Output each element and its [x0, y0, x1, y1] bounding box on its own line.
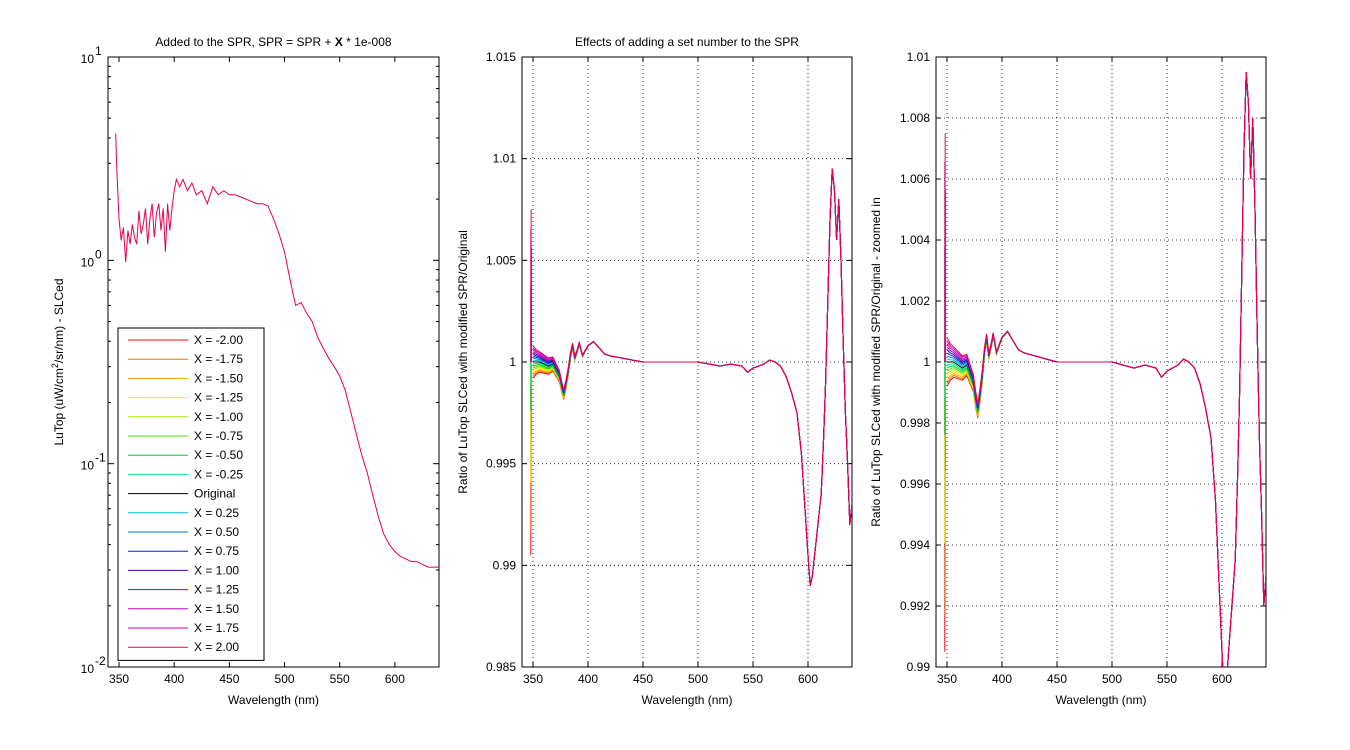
- legend-entry-label: X = 1.50: [194, 602, 239, 616]
- y-tick-label: 1.005: [486, 253, 516, 267]
- legend-entry-label: X = -2.00: [194, 333, 243, 347]
- y-tick-label: 0.992: [900, 599, 930, 613]
- legend-entry-label: X = -1.75: [194, 352, 243, 366]
- x-tick-label: 600: [385, 672, 405, 686]
- y-tick-label: 1: [509, 355, 516, 369]
- x-tick-label: 450: [219, 672, 239, 686]
- y-axis-label: Ratio of LuTop SLCed with modified SPR/O…: [869, 197, 883, 527]
- y-tick-label: 1.002: [900, 294, 930, 308]
- legend-entry-label: X = 2.00: [194, 640, 239, 654]
- x-tick-label: 550: [1157, 672, 1177, 686]
- y-tick-label: 0.99: [493, 558, 517, 572]
- y-tick-label: 1.008: [900, 111, 930, 125]
- x-axis-label: Wavelength (nm): [642, 693, 733, 707]
- y-tick-label: 1.006: [900, 172, 930, 186]
- x-tick-label: 550: [743, 672, 763, 686]
- legend: [117, 327, 265, 661]
- legend-entry-label: X = 1.25: [194, 583, 239, 597]
- x-tick-label: 400: [164, 672, 184, 686]
- x-tick-label: 350: [937, 672, 957, 686]
- plot-title: Effects of adding a set number to the SP…: [575, 35, 799, 49]
- x-tick-label: 350: [523, 672, 543, 686]
- y-tick-label: 1.004: [900, 233, 930, 247]
- x-tick-label: 450: [1047, 672, 1067, 686]
- y-tick-label: 1.015: [486, 50, 516, 64]
- y-tick-label: 0.994: [900, 538, 930, 552]
- series-line: [946, 72, 1266, 667]
- y-axis-label: LuTop (uW/cm2/sr/nm) - SLCed: [50, 278, 66, 445]
- legend-entry-label: X = 1.75: [194, 621, 239, 635]
- legend-entry-label: X = -0.50: [194, 448, 243, 462]
- legend-entry-label: X = 0.50: [194, 525, 239, 539]
- y-tick-label: 0.998: [900, 416, 930, 430]
- y-tick-label: 10: [81, 52, 95, 66]
- series-line: [115, 133, 439, 568]
- x-tick-label: 350: [109, 672, 129, 686]
- legend-entry-label: X = -0.25: [194, 467, 243, 481]
- x-axis-label: Wavelength (nm): [228, 693, 319, 707]
- x-tick-label: 500: [275, 672, 295, 686]
- series-group: [944, 72, 1266, 667]
- panel-ratio-zoomed: 0.99 0.992 0.994 0.996 0.998 1 1.002 1.004 1.006…: [869, 50, 1267, 707]
- y-tick-label: 10: [81, 662, 95, 676]
- y-tick-label: 1: [923, 355, 930, 369]
- y-tick-label: 1.01: [907, 50, 931, 64]
- y-tick-label: 1.01: [493, 152, 517, 166]
- y-tick-exponent: 0: [95, 247, 102, 261]
- y-tick-label: 0.99: [907, 660, 931, 674]
- y-tick-label: 0.996: [900, 477, 930, 491]
- y-tick-exponent: -1: [95, 451, 106, 465]
- y-axis-label: Ratio of LuTop SLCed with modified SPR/O…: [456, 230, 470, 493]
- x-tick-label: 400: [578, 672, 598, 686]
- x-tick-label: 400: [992, 672, 1012, 686]
- x-tick-label: 450: [633, 672, 653, 686]
- y-tick-label: 0.985: [486, 660, 516, 674]
- y-tick-label: 10: [81, 459, 95, 473]
- x-tick-label: 500: [1102, 672, 1122, 686]
- legend-entry-label: Original: [194, 487, 235, 501]
- x-tick-label: 600: [1212, 672, 1232, 686]
- x-tick-label: 600: [798, 672, 818, 686]
- legend-entry-label: X = 1.00: [194, 563, 239, 577]
- legend-entry-label: X = -1.50: [194, 371, 243, 385]
- x-tick-label: 500: [688, 672, 708, 686]
- y-tick-exponent: 1: [95, 44, 102, 58]
- series-line: [532, 168, 852, 586]
- panel-ratio: 0.985 0.99 0.995 1 1.005 1.01 1.015 350 400 450 50…: [456, 35, 853, 707]
- y-tick-exponent: -2: [95, 654, 106, 668]
- legend-entry-label: X = -1.00: [194, 410, 243, 424]
- x-tick-label: 550: [330, 672, 350, 686]
- plot-title: Added to the SPR, SPR = SPR + X * 1e-008: [155, 35, 391, 49]
- legend-entry-label: X = 0.75: [194, 544, 239, 558]
- y-tick-label: 10: [81, 255, 95, 269]
- legend-entry-label: X = -0.75: [194, 429, 243, 443]
- legend-entry-label: X = -1.25: [194, 391, 243, 405]
- series-group: [530, 168, 852, 586]
- y-tick-label: 0.995: [486, 457, 516, 471]
- x-axis-label: Wavelength (nm): [1056, 693, 1147, 707]
- legend-entry-label: X = 0.25: [194, 506, 239, 520]
